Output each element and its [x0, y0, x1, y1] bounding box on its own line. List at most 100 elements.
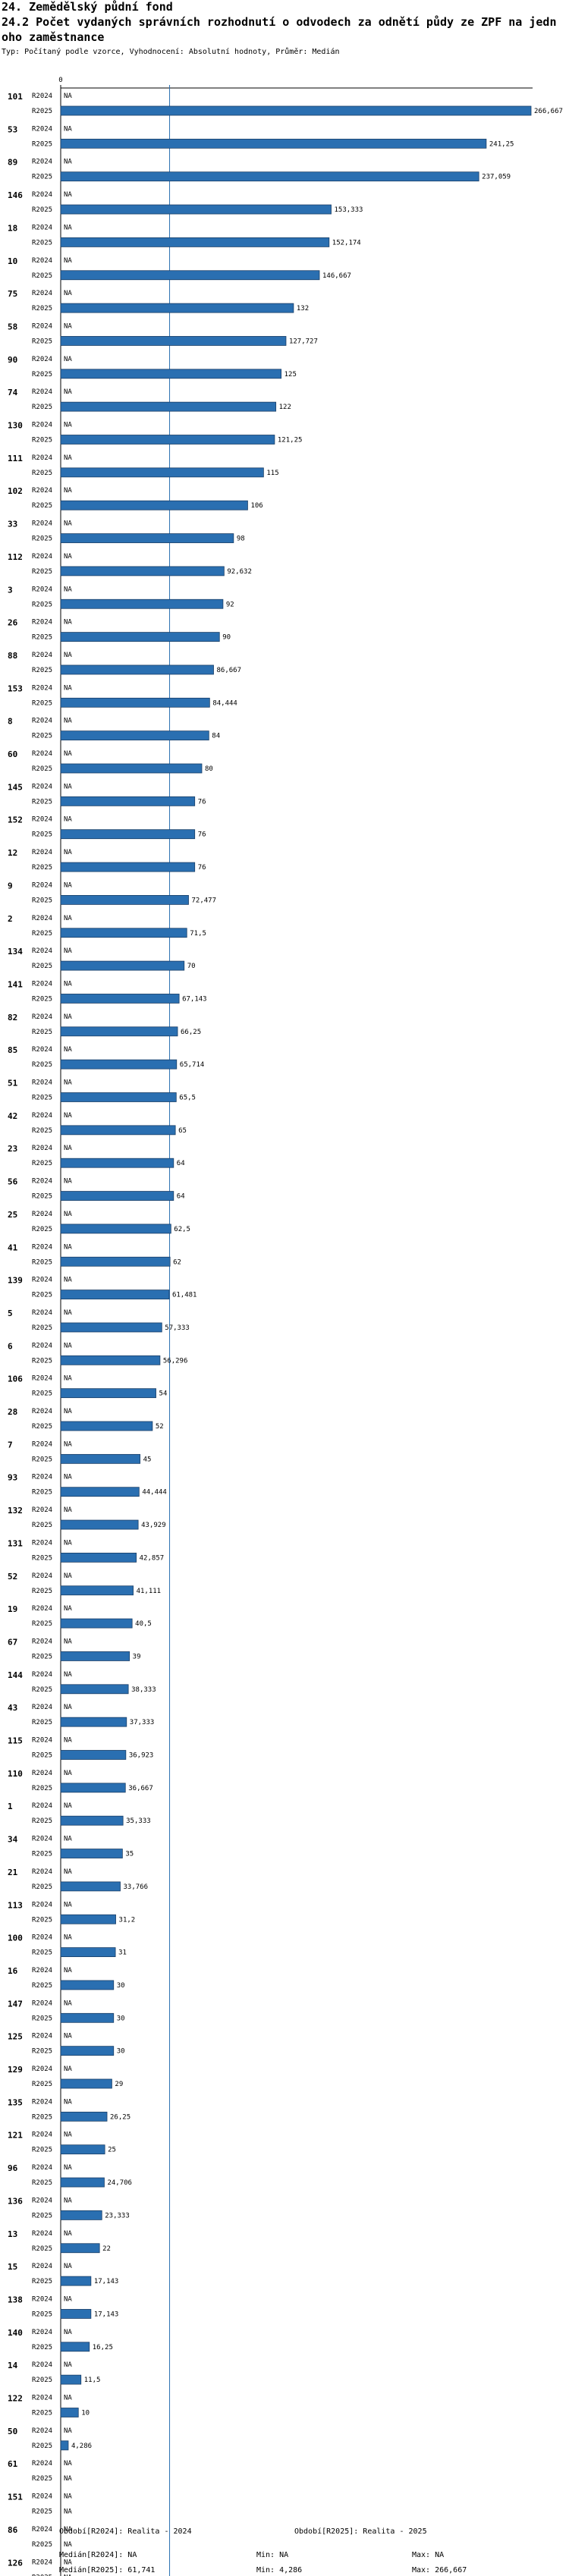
bar-r2025: [60, 598, 224, 609]
series-label-r2024: R2024: [32, 2033, 52, 2040]
bar-r2025: [60, 1881, 121, 1892]
group-label: 89: [8, 158, 17, 168]
series-label-r2024: R2024: [32, 1013, 52, 1021]
value-label-r2024: NA: [64, 1145, 72, 1152]
value-label-r2024: NA: [64, 2098, 72, 2106]
bar-r2025: [60, 1651, 130, 1661]
value-label-r2025: 36,923: [129, 1752, 154, 1760]
group-label: 138: [8, 2295, 23, 2304]
value-label-r2025: 25: [108, 2147, 116, 2154]
x-axis-zero-label: 0: [58, 77, 62, 84]
value-label-r2025: 84,444: [212, 699, 237, 707]
series-label-r2024: R2024: [32, 1770, 52, 1777]
series-label-r2025: R2025: [32, 634, 52, 642]
series-label-r2025: R2025: [32, 1160, 52, 1167]
group-label: 7: [8, 1440, 13, 1450]
value-label-r2024: NA: [64, 1737, 72, 1745]
value-label-r2025: 122: [279, 404, 291, 411]
group-label: 51: [8, 1079, 18, 1089]
series-label-r2025: R2025: [32, 601, 52, 608]
bar-r2025: [60, 2408, 79, 2417]
group-label: 125: [8, 2032, 23, 2042]
series-label-r2024: R2024: [32, 1539, 52, 1547]
bar-r2025: [60, 994, 180, 1004]
series-label-r2025: R2025: [32, 1554, 52, 1562]
series-label-r2025: R2025: [32, 502, 52, 510]
series-label-r2024: R2024: [32, 454, 52, 462]
series-label-r2025: R2025: [32, 338, 52, 345]
stats-max-r2024: Max: NA: [412, 2551, 445, 2559]
value-label-r2024: NA: [64, 1408, 72, 1415]
group-label: 141: [8, 979, 23, 989]
value-label-r2024: NA: [64, 2131, 72, 2139]
bar-r2025: [60, 1224, 171, 1234]
series-label-r2024: R2024: [32, 980, 52, 988]
series-label-r2024: R2024: [32, 750, 52, 758]
bar-r2025: [60, 632, 220, 642]
value-label-r2024: NA: [64, 1309, 72, 1317]
series-label-r2024: R2024: [32, 2066, 52, 2073]
value-label-r2025: 31: [118, 1949, 127, 1957]
value-label-r2024: NA: [64, 652, 72, 659]
bar-r2025: [60, 2078, 112, 2089]
value-label-r2025: 42,857: [140, 1554, 165, 1562]
bar-r2025: [60, 829, 196, 840]
value-label-r2024: NA: [64, 1013, 72, 1021]
series-label-r2025: R2025: [32, 1817, 52, 1825]
value-label-r2025: 11,5: [84, 2377, 101, 2384]
bar-r2025: [60, 1026, 178, 1037]
value-label-r2024: NA: [64, 191, 72, 199]
series-label-r2025: R2025: [32, 2015, 52, 2022]
group-label: 58: [8, 322, 17, 331]
series-label-r2024: R2024: [32, 2263, 52, 2270]
series-label-r2025: R2025: [32, 1095, 52, 1102]
group-label: 6: [8, 1341, 13, 1351]
value-label-r2025: NA: [64, 2541, 72, 2549]
bar-r2025: [60, 2309, 92, 2319]
value-label-r2024: NA: [64, 93, 72, 100]
group-label: 86: [8, 2525, 18, 2535]
series-label-r2025: R2025: [32, 404, 52, 411]
series-label-r2024: R2024: [32, 586, 52, 593]
value-label-r2025: 10: [81, 2410, 90, 2417]
value-label-r2024: NA: [64, 1046, 72, 1054]
bar-r2025: [60, 862, 196, 872]
series-label-r2025: R2025: [32, 1686, 52, 1694]
series-label-r2024: R2024: [32, 2427, 52, 2435]
series-label-r2025: R2025: [32, 470, 52, 477]
series-label-r2025: R2025: [32, 2475, 52, 2483]
value-label-r2025: NA: [64, 2475, 72, 2483]
series-label-r2024: R2024: [32, 1868, 52, 1876]
group-label: 147: [8, 1999, 23, 2009]
series-label-r2024: R2024: [32, 2460, 52, 2468]
group-label: 144: [8, 1670, 23, 1680]
bar-r2025: [60, 369, 282, 379]
group-label: 9: [8, 881, 13, 891]
series-label-r2025: R2025: [32, 1292, 52, 1299]
series-label-r2024: R2024: [32, 1408, 52, 1415]
series-label-r2025: R2025: [32, 206, 52, 214]
series-label-r2024: R2024: [32, 1079, 52, 1087]
group-label: 151: [8, 2493, 23, 2502]
bar-r2025: [60, 697, 210, 708]
series-label-r2025: R2025: [32, 1029, 52, 1036]
bar-r2025: [60, 270, 320, 281]
group-label: 13: [8, 2229, 17, 2239]
series-label-r2025: R2025: [32, 897, 52, 904]
value-label-r2025: 152,174: [332, 239, 361, 247]
series-label-r2024: R2024: [32, 2526, 52, 2534]
series-label-r2025: R2025: [32, 1226, 52, 1233]
series-label-r2024: R2024: [32, 2493, 52, 2501]
group-label: 111: [8, 454, 23, 463]
value-label-r2025: 61,481: [172, 1292, 197, 1299]
value-label-r2024: NA: [64, 947, 72, 955]
series-label-r2024: R2024: [32, 1145, 52, 1152]
series-label-r2024: R2024: [32, 224, 52, 231]
value-label-r2025: 115: [266, 470, 278, 477]
series-label-r2024: R2024: [32, 322, 52, 330]
series-label-r2024: R2024: [32, 388, 52, 396]
series-label-r2024: R2024: [32, 93, 52, 100]
value-label-r2024: NA: [64, 454, 72, 462]
bar-r2025: [60, 1092, 177, 1102]
bar-r2025: [60, 1947, 116, 1958]
